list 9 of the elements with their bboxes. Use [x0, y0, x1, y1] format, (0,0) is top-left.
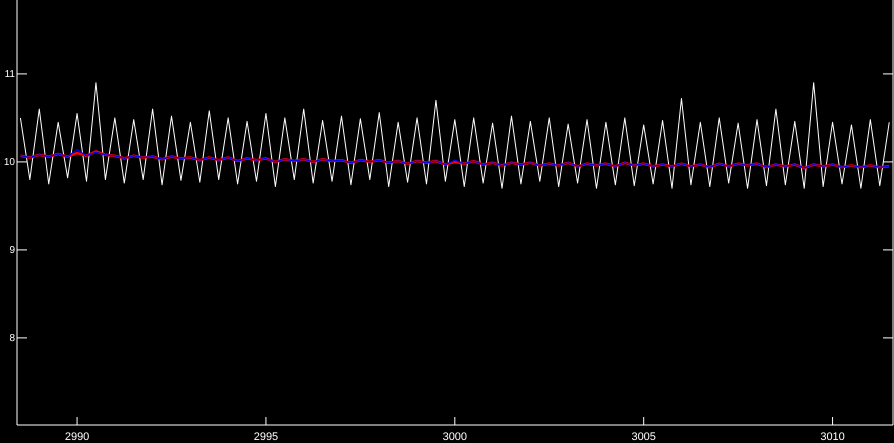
y-tick-label: 8: [9, 333, 16, 344]
y-tick-label: 10: [4, 157, 16, 168]
x-tick-label: 3005: [631, 431, 656, 443]
y-tick-label: 11: [4, 69, 16, 80]
x-tick-label: 2995: [254, 431, 278, 443]
x-tick-label: 3010: [820, 431, 845, 443]
x-tick-label: 3000: [442, 431, 468, 443]
x-tick-label: 2990: [64, 431, 90, 443]
y-tick-label: 9: [9, 245, 16, 256]
